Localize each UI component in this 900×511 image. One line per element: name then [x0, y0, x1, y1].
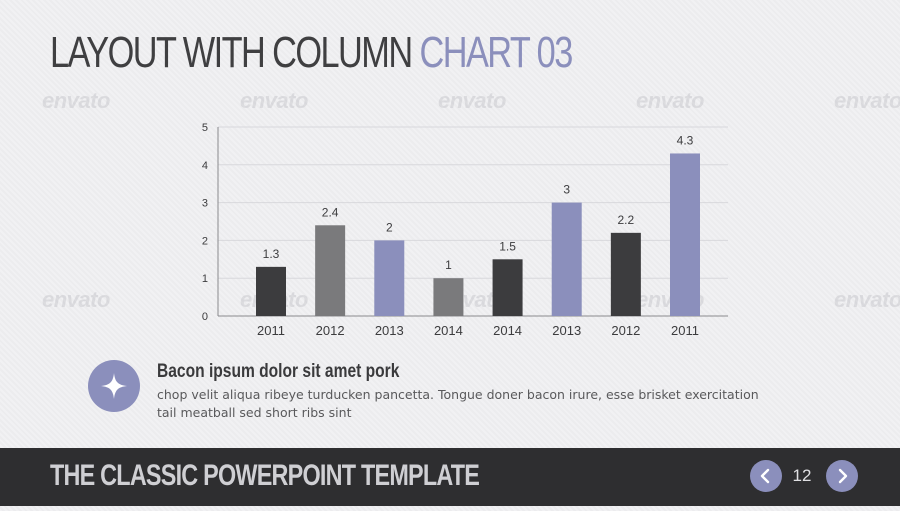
x-tick-label: 2014 — [493, 323, 522, 338]
next-slide-button[interactable] — [826, 460, 858, 492]
footer-bar: THE CLASSIC POWERPOINT TEMPLATE 12 — [0, 448, 900, 506]
slide-title-accent: CHART 03 — [419, 28, 574, 77]
chevron-right-icon — [838, 468, 848, 484]
data-label: 2.2 — [618, 213, 635, 227]
data-label: 2.4 — [322, 205, 339, 219]
chart-bar — [610, 232, 641, 316]
prev-slide-button[interactable] — [750, 460, 782, 492]
chevron-left-icon — [760, 468, 770, 484]
y-tick-label: 0 — [202, 311, 208, 323]
data-label: 4.3 — [677, 133, 694, 147]
data-label: 1.3 — [263, 247, 280, 261]
x-tick-label: 2014 — [434, 323, 463, 338]
chart-bar — [433, 278, 464, 316]
x-tick-label: 2011 — [257, 323, 285, 338]
data-label: 1.5 — [499, 239, 516, 253]
data-label: 1 — [445, 258, 452, 272]
chart-bar — [256, 266, 286, 316]
x-tick-label: 2011 — [671, 323, 699, 338]
y-tick-label: 4 — [202, 160, 208, 172]
sparkle-icon — [88, 360, 140, 412]
info-title: Bacon ipsum dolor sit amet pork — [157, 361, 400, 382]
chart-bar — [315, 225, 346, 316]
data-label: 3 — [563, 183, 570, 197]
page-number: 12 — [792, 466, 812, 485]
chart-bar — [551, 202, 582, 316]
footer-title: THE CLASSIC POWERPOINT TEMPLATE — [50, 459, 480, 492]
chart-bar — [670, 153, 700, 316]
slide-title: LAYOUT WITH COLUMN CHART 03 — [50, 28, 574, 78]
chart-bar — [492, 259, 523, 316]
x-tick-label: 2013 — [375, 323, 404, 338]
y-tick-label: 3 — [202, 198, 208, 210]
y-tick-label: 1 — [202, 273, 208, 285]
x-tick-label: 2012 — [611, 323, 640, 338]
data-label: 2 — [386, 220, 393, 234]
chart-bar — [374, 240, 405, 316]
x-tick-label: 2012 — [316, 323, 345, 338]
y-tick-label: 5 — [202, 122, 208, 134]
info-body: chop velit aliqua ribeye turducken pance… — [157, 387, 759, 420]
y-tick-label: 2 — [202, 235, 208, 247]
x-tick-label: 2013 — [552, 323, 581, 338]
slide-title-main: LAYOUT WITH COLUMN — [50, 28, 420, 77]
